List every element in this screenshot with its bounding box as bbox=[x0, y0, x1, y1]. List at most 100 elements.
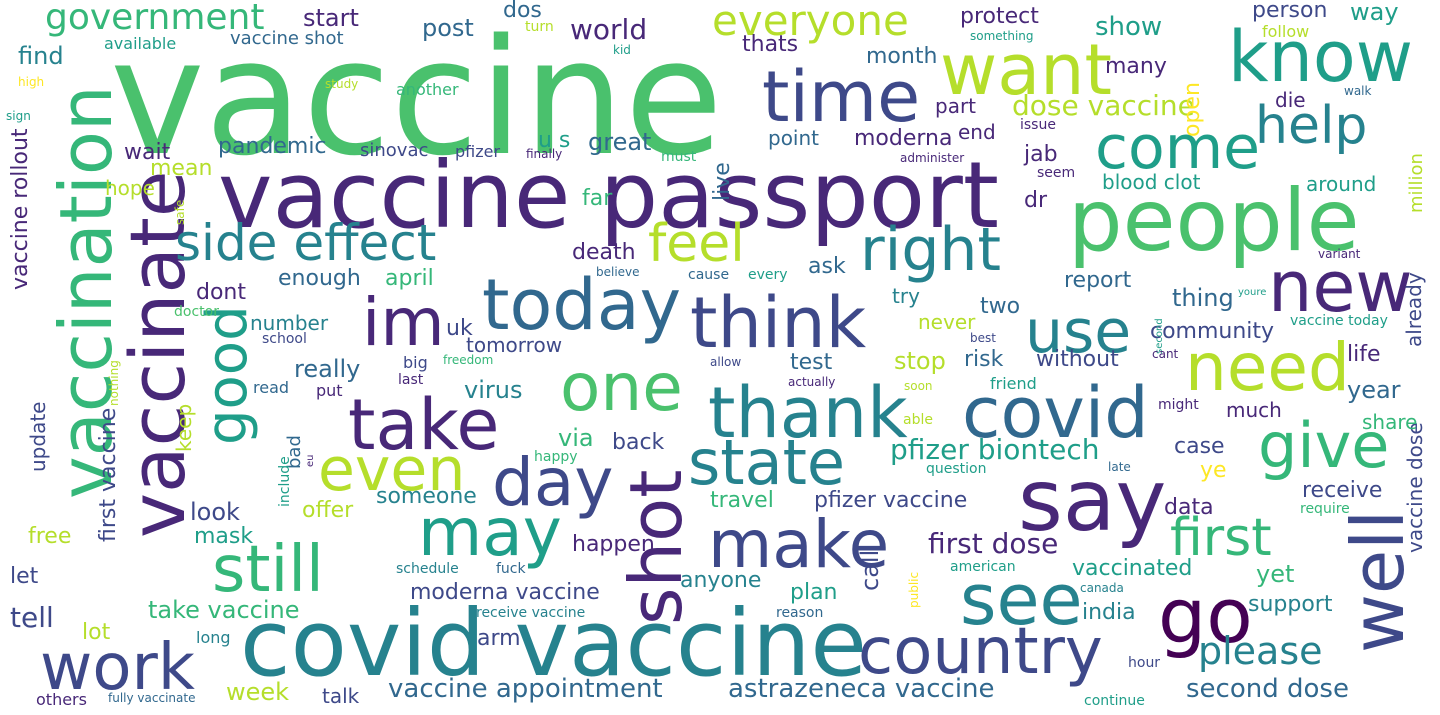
word-even: even bbox=[318, 435, 466, 505]
word-state: state bbox=[688, 426, 846, 499]
word-without: without bbox=[1036, 347, 1119, 372]
word-first-dose: first dose bbox=[928, 527, 1059, 560]
word-today: today bbox=[482, 264, 682, 346]
word-post: post bbox=[422, 14, 474, 42]
word-another: another bbox=[396, 80, 459, 99]
word-receive: receive bbox=[1302, 478, 1383, 503]
word-die: die bbox=[1275, 88, 1306, 112]
word-schedule: schedule bbox=[396, 561, 459, 577]
word-go: go bbox=[1158, 571, 1253, 660]
word-must: must bbox=[661, 149, 697, 165]
word-many: many bbox=[1105, 54, 1167, 79]
word-community: community bbox=[1150, 319, 1275, 344]
word-give: give bbox=[1258, 409, 1390, 482]
word-u-s: u s bbox=[538, 128, 571, 153]
word-lot: lot bbox=[82, 620, 111, 645]
word-cause: cause bbox=[688, 267, 730, 283]
word-pfizer: pfizer bbox=[455, 142, 501, 161]
word-late: late bbox=[1108, 460, 1131, 474]
word-talk: talk bbox=[322, 684, 360, 708]
word-thing: thing bbox=[1172, 284, 1234, 312]
word-last: last bbox=[398, 372, 424, 388]
word-moderna-vaccine: moderna vaccine bbox=[410, 580, 600, 605]
word-everyone: everyone bbox=[712, 0, 909, 45]
word-variant: variant bbox=[1318, 247, 1361, 261]
word-hour: hour bbox=[1128, 655, 1161, 671]
word-test: test bbox=[790, 350, 833, 375]
word-still: still bbox=[212, 533, 324, 607]
word-kid: kid bbox=[613, 43, 631, 57]
word-take-vaccine: take vaccine bbox=[148, 596, 300, 624]
word-actually: actually bbox=[788, 375, 836, 389]
word-fuck: fuck bbox=[496, 561, 526, 577]
word-others: others bbox=[36, 690, 87, 709]
word-yet: yet bbox=[1256, 560, 1295, 588]
word-thats: thats bbox=[742, 32, 799, 57]
word-take: take bbox=[348, 384, 500, 466]
word-live: live bbox=[710, 162, 735, 201]
word-protect: protect bbox=[960, 4, 1039, 29]
word-pfizer-vaccine: pfizer vaccine bbox=[814, 488, 968, 513]
word-vaccine-rollout: vaccine rollout bbox=[8, 128, 33, 290]
word-covid-vaccine: covid vaccine bbox=[240, 590, 867, 697]
word-let: let bbox=[10, 564, 39, 589]
word-update: update bbox=[26, 401, 50, 472]
word-im: im bbox=[362, 284, 445, 361]
word-year: year bbox=[1347, 376, 1401, 404]
word-sign: sign bbox=[6, 109, 31, 123]
word-walk: walk bbox=[1344, 84, 1372, 98]
word-ye: ye bbox=[1200, 458, 1227, 483]
word-mean: mean bbox=[150, 156, 213, 181]
word-blood-clot: blood clot bbox=[1102, 170, 1201, 194]
word-week: week bbox=[226, 678, 290, 706]
word-life: life bbox=[1347, 342, 1381, 367]
word-want: want bbox=[940, 29, 1112, 111]
word-long: long bbox=[196, 628, 231, 647]
word-side-effect: side effect bbox=[175, 214, 437, 272]
word-one: one bbox=[560, 349, 683, 426]
word-show: show bbox=[1095, 12, 1163, 42]
word-canada: canada bbox=[1080, 581, 1124, 595]
word-start: start bbox=[303, 4, 359, 32]
word-happy: happy bbox=[534, 449, 578, 465]
word-continue: continue bbox=[1084, 693, 1145, 709]
word-follow: follow bbox=[1262, 22, 1310, 41]
word-happen: happen bbox=[572, 532, 655, 557]
word-jab: jab bbox=[1024, 142, 1058, 167]
word-uk: uk bbox=[446, 316, 473, 341]
word-vaccine-appointment: vaccine appointment bbox=[388, 674, 663, 704]
word-vaccine-dose: vaccine dose bbox=[1403, 422, 1427, 553]
word-first-vaccine: first vaccine bbox=[96, 407, 121, 542]
word-anyone: anyone bbox=[680, 568, 762, 593]
word-big: big bbox=[403, 353, 428, 372]
word-case: case bbox=[1174, 434, 1225, 459]
word-already: already bbox=[1402, 272, 1426, 347]
word-astrazeneca-vaccine: astrazeneca vaccine bbox=[728, 674, 995, 704]
word-vaccine: vaccine bbox=[110, 4, 723, 191]
word-tell: tell bbox=[10, 601, 54, 634]
word-keep: keep bbox=[172, 403, 196, 452]
word-vaccine-passport: vaccine passport bbox=[218, 142, 999, 249]
word-ask: ask bbox=[808, 254, 846, 279]
word-risk: risk bbox=[964, 347, 1004, 372]
word-think: think bbox=[690, 282, 867, 364]
word-something: something bbox=[970, 29, 1034, 43]
word-plan: plan bbox=[790, 580, 838, 605]
word-vaccine-shot: vaccine shot bbox=[230, 28, 344, 49]
word-public: public bbox=[907, 571, 921, 608]
word-reason: reason bbox=[776, 605, 824, 621]
word-soon: soon bbox=[904, 379, 933, 393]
word-read: read bbox=[253, 378, 290, 397]
word-help: help bbox=[1255, 96, 1368, 156]
word-great: great bbox=[588, 128, 652, 156]
word-believe: believe bbox=[596, 265, 640, 279]
word-death: death bbox=[572, 240, 636, 265]
word-come: come bbox=[1095, 113, 1261, 183]
word-freedom: freedom bbox=[443, 353, 494, 367]
word-administer: administer bbox=[900, 151, 965, 165]
word-eu: eu bbox=[305, 454, 316, 468]
word-try: try bbox=[892, 284, 920, 308]
word-american: american bbox=[950, 559, 1016, 575]
word-school: school bbox=[262, 331, 307, 347]
word-way: way bbox=[1350, 0, 1399, 26]
